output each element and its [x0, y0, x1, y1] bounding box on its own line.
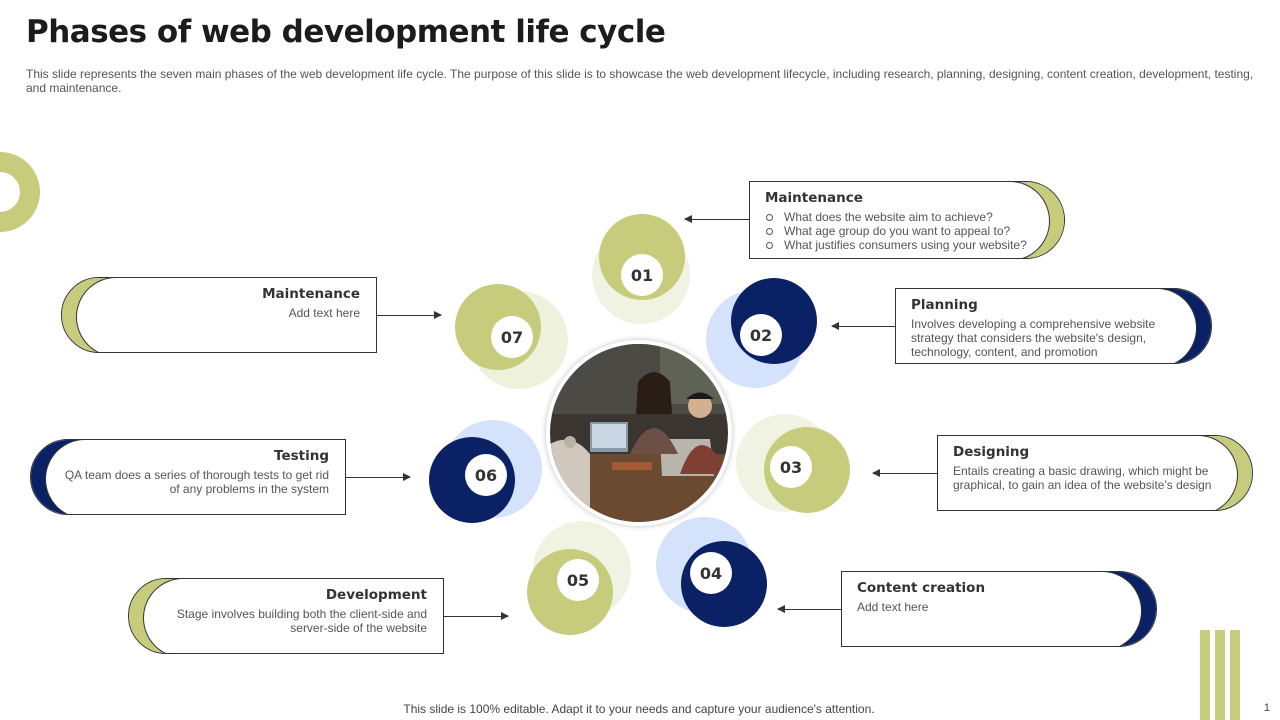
phase-number: 02	[740, 314, 782, 356]
connector-arrow	[684, 215, 749, 223]
card-text: Stage involves building both the client-…	[176, 607, 427, 635]
card-text: Entails creating a basic drawing, which …	[953, 464, 1212, 492]
card-heading: Designing	[953, 444, 1030, 460]
team-photo	[546, 340, 732, 526]
connector-arrow	[872, 469, 937, 477]
phase-06-card: Testing QA team does a series of thoroug…	[30, 439, 346, 515]
phase-02-marker: 02	[706, 278, 817, 388]
phase-01-card: Maintenance What does the website aim to…	[749, 181, 1065, 259]
phase-07-marker: 07	[454, 284, 568, 389]
phase-number: 06	[465, 454, 507, 496]
page-title: Phases of web development life cycle	[26, 14, 666, 50]
phase-number: 01	[621, 254, 663, 296]
phase-number: 04	[690, 552, 732, 594]
connector-arrow	[346, 473, 411, 481]
page-number: 1	[1263, 702, 1270, 714]
card-heading: Development	[325, 587, 427, 603]
decorative-stripe	[1200, 630, 1210, 720]
connector-arrow	[377, 311, 442, 319]
decorative-stripe	[1230, 630, 1240, 720]
phase-07-card: Maintenance Add text here	[61, 277, 377, 353]
footer-note: This slide is 100% editable. Adapt it to…	[0, 702, 1280, 716]
phase-01-marker: 01	[592, 212, 690, 324]
list-item: What does the website aim to achieve?	[765, 210, 1027, 224]
page-subtitle: This slide represents the seven main pha…	[26, 67, 1254, 95]
card-heading: Content creation	[857, 580, 986, 596]
phase-03-card: Designing Entails creating a basic drawi…	[937, 435, 1253, 511]
phase-number: 05	[557, 559, 599, 601]
card-text: QA team does a series of thorough tests …	[64, 468, 329, 496]
team-photo-illustration	[550, 344, 728, 522]
connector-arrow	[444, 612, 509, 620]
card-heading: Maintenance	[765, 190, 863, 206]
footer-text: This slide is 100% editable. Adapt it to…	[403, 702, 875, 716]
card-text: Add text here	[288, 306, 360, 320]
card-text: Involves developing a comprehensive webs…	[911, 317, 1156, 359]
phase-number: 03	[770, 446, 812, 488]
list-item: What age group do you want to appeal to?	[765, 224, 1027, 238]
phase-02-card: Planning Involves developing a comprehen…	[895, 288, 1212, 364]
phase-03-marker: 03	[736, 414, 850, 513]
phase-04-card: Content creation Add text here	[841, 571, 1157, 647]
connector-arrow	[777, 605, 841, 613]
decorative-stripe	[1215, 630, 1225, 720]
phase-06-marker: 06	[428, 420, 542, 523]
list-item: What justifies consumers using your webs…	[765, 238, 1027, 252]
card-heading: Planning	[911, 297, 978, 313]
card-text: Add text here	[857, 600, 929, 614]
decorative-ring	[0, 152, 40, 232]
phase-number: 07	[491, 316, 533, 358]
phase-04-marker: 04	[656, 517, 767, 627]
phase-05-marker: 05	[527, 521, 631, 635]
connector-arrow	[831, 322, 895, 330]
card-bullet-list: What does the website aim to achieve? Wh…	[765, 210, 1027, 252]
card-heading: Maintenance	[262, 286, 360, 302]
card-heading: Testing	[274, 448, 329, 464]
phase-05-card: Development Stage involves building both…	[128, 578, 444, 654]
